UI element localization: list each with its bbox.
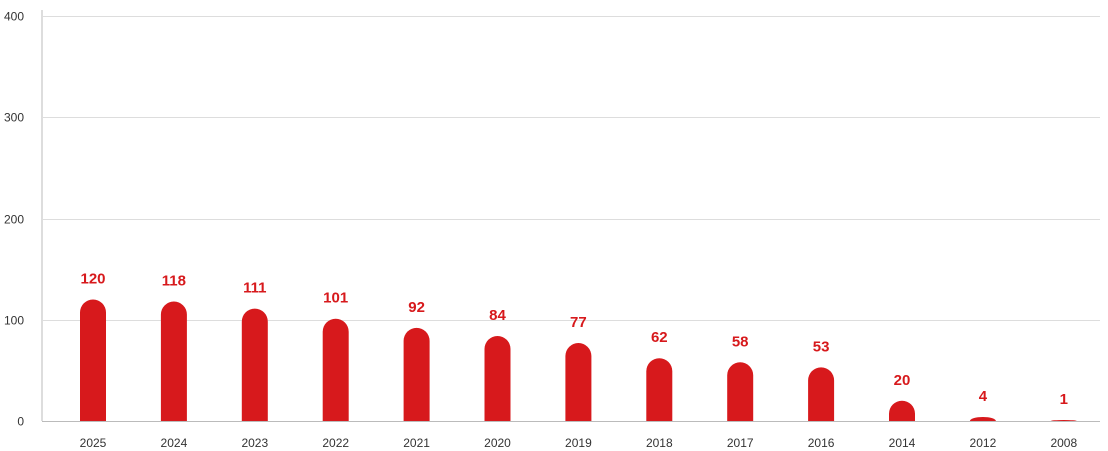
data-label-2014: 20: [894, 372, 911, 389]
x-axis-ticks: 2025 2024 2023 2022 2021 2020 2019 2018 2017 2016…: [80, 436, 1078, 450]
x-tick-label-2024: 2024: [161, 436, 188, 450]
bar-2025[interactable]: [80, 299, 106, 422]
bar-2018[interactable]: [646, 358, 673, 421]
y-tick-label: 200: [4, 213, 24, 227]
data-label-2021: 92: [408, 299, 425, 316]
bar-2014[interactable]: [889, 400, 915, 421]
x-tick-label-2023: 2023: [241, 436, 268, 450]
bar-2024[interactable]: [160, 301, 187, 421]
data-label-2023: 111: [243, 280, 266, 297]
grid-layer: [41, 10, 1100, 422]
x-tick-label-2012: 2012: [970, 436, 997, 450]
data-label-2018: 62: [651, 329, 668, 346]
bar-2022[interactable]: [322, 318, 349, 421]
x-tick-label-2019: 2019: [565, 436, 592, 450]
x-tick-label-2016: 2016: [808, 436, 835, 450]
y-tick-label: 0: [17, 415, 24, 429]
x-tick-label-2020: 2020: [484, 436, 511, 450]
bar-2012[interactable]: [969, 416, 996, 421]
data-labels: 120 118 111 101 92 84 77 62 58 53 20 4 1: [80, 271, 1067, 408]
data-label-2020: 84: [489, 307, 506, 324]
y-tick-label: 400: [4, 10, 24, 24]
data-label-2019: 77: [570, 314, 587, 331]
x-tick-label-2008: 2008: [1050, 436, 1077, 450]
x-tick-label-2018: 2018: [646, 436, 673, 450]
x-tick-label-2022: 2022: [322, 436, 349, 450]
bar-2016[interactable]: [808, 367, 835, 421]
data-label-2022: 101: [323, 290, 348, 307]
data-label-2012: 4: [979, 388, 988, 405]
data-label-2025: 120: [80, 271, 105, 288]
data-label-2008: 1: [1060, 391, 1068, 408]
bar-2017[interactable]: [727, 362, 754, 421]
y-tick-label: 300: [4, 111, 24, 125]
bar-2021[interactable]: [403, 327, 430, 421]
data-label-2024: 118: [162, 273, 186, 290]
bar-2008[interactable]: [1050, 419, 1077, 421]
data-label-2017: 58: [732, 333, 749, 350]
y-tick-label: 100: [4, 314, 24, 328]
x-tick-label-2014: 2014: [889, 436, 916, 450]
x-tick-label-2021: 2021: [403, 436, 430, 450]
x-tick-label-2025: 2025: [80, 436, 107, 450]
y-axis-ticks: 0 100 200 300 400: [4, 10, 24, 429]
data-label-2016: 53: [813, 338, 830, 355]
bars: [80, 299, 1077, 422]
bar-2020[interactable]: [484, 335, 511, 421]
bar-2019[interactable]: [565, 343, 592, 421]
bar-2023[interactable]: [241, 308, 268, 421]
x-tick-label-2017: 2017: [727, 436, 754, 450]
